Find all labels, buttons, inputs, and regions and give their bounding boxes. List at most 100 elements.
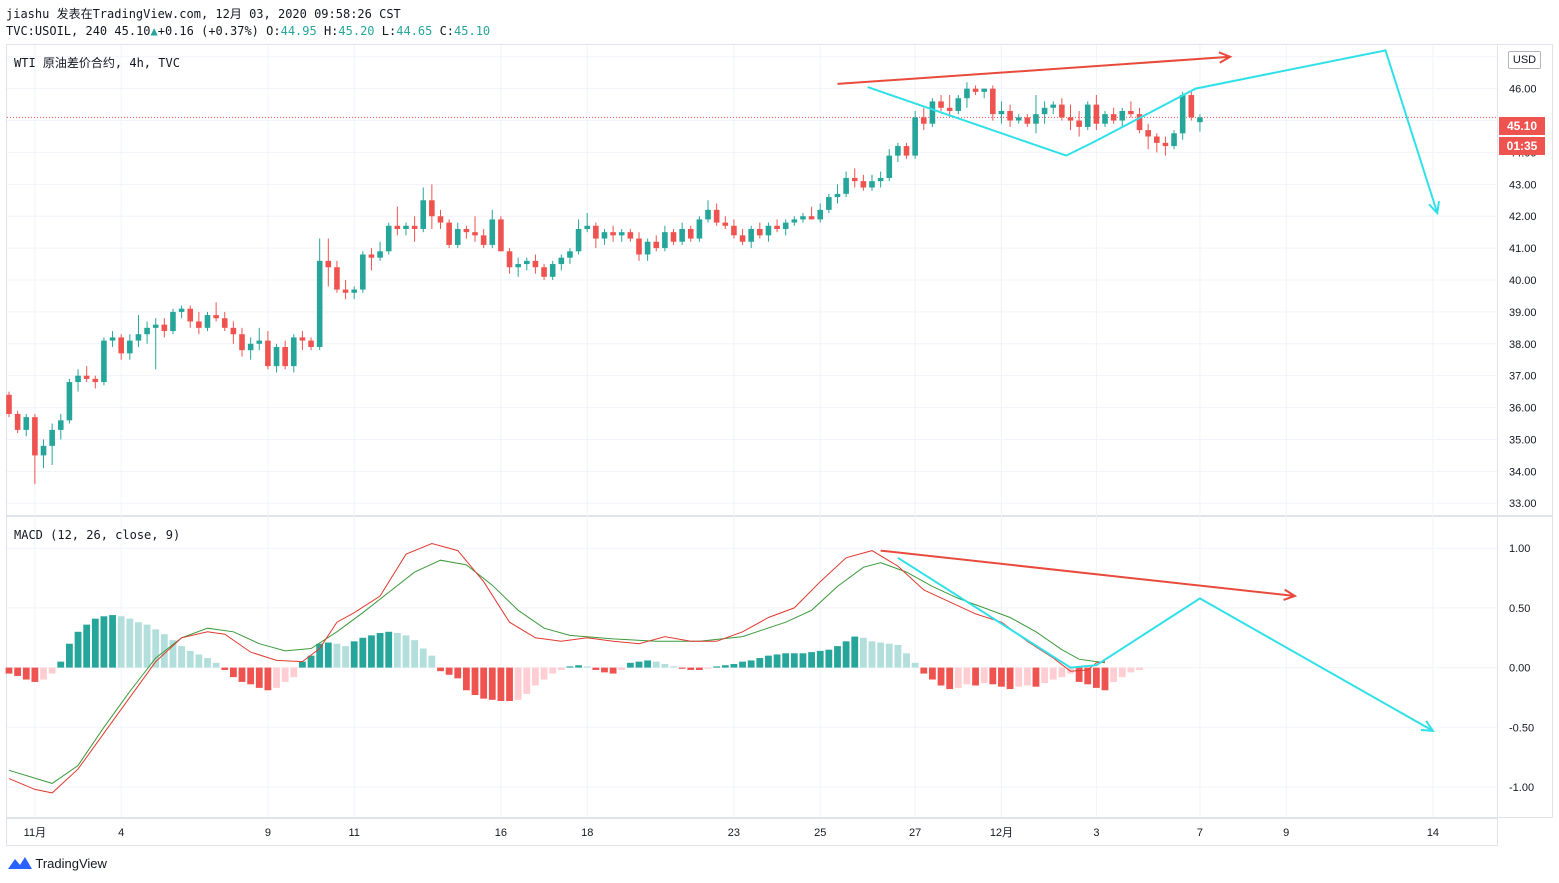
candle-body [946, 107, 953, 111]
candle-body [282, 346, 288, 367]
macd-histogram-bar [1101, 667, 1109, 691]
candle-body [489, 219, 496, 245]
price-tick-label: 33.00 [1509, 498, 1537, 510]
macd-tick-label: 0.50 [1509, 603, 1530, 615]
candle-body [1033, 114, 1039, 124]
macd-histogram-bar [368, 635, 375, 668]
candle-body [972, 88, 979, 92]
macd-histogram-bar [445, 667, 453, 675]
macd-tick-label: 0.00 [1509, 663, 1530, 675]
price-tick-label: 42.00 [1509, 211, 1537, 223]
candle-body [411, 225, 418, 229]
candle-body [377, 251, 383, 258]
candle-body [990, 88, 996, 115]
price-tick-label: 35.00 [1509, 434, 1537, 446]
candle-body [342, 289, 349, 293]
macd-histogram-bar [74, 631, 82, 668]
macd-histogram-bar [601, 667, 608, 673]
candle-body [877, 177, 884, 182]
price-tick-label: 36.00 [1509, 403, 1537, 415]
candle-body [903, 146, 910, 156]
candle-body [610, 232, 616, 236]
macd-histogram-bar [290, 667, 298, 678]
macd-histogram-bar [670, 666, 677, 668]
macd-tick-label: -1.00 [1509, 782, 1534, 794]
macd-histogram-bar [143, 624, 151, 668]
macd-scale[interactable] [1498, 516, 1553, 818]
macd-histogram-bar [359, 637, 367, 668]
price-scale[interactable] [1498, 44, 1553, 516]
macd-histogram-bar [393, 632, 401, 668]
candle-body [308, 340, 314, 347]
macd-histogram-bar [428, 655, 436, 668]
candle-body [92, 378, 99, 383]
footer-brand-label: TradingView [35, 856, 107, 871]
macd-histogram-bar [592, 667, 600, 670]
macd-histogram-bar [583, 666, 591, 668]
candle-body [1145, 130, 1151, 137]
macd-histogram-bar [1075, 667, 1083, 682]
price-tick-label: 41.00 [1509, 243, 1537, 255]
candle-body [446, 222, 452, 245]
candle-body [161, 324, 168, 332]
macd-histogram-bar [238, 667, 246, 682]
candle-body [886, 155, 893, 178]
candle-body [662, 232, 668, 249]
candle-body [1050, 104, 1057, 108]
candle-body [187, 308, 194, 322]
macd-histogram-bar [255, 667, 263, 688]
time-axis[interactable] [6, 818, 1498, 846]
candle-body [394, 225, 401, 229]
macd-histogram-bar [696, 667, 703, 670]
macd-histogram-bar [903, 653, 910, 668]
macd-histogram-bar [929, 667, 936, 680]
macd-histogram-bar [57, 661, 65, 668]
price-red-trend-arrow-head [1218, 51, 1233, 64]
candle-body [1179, 95, 1186, 134]
macd-histogram-bar [661, 664, 669, 668]
macd-histogram-bar [91, 618, 99, 668]
candle-body [541, 267, 547, 277]
macd-histogram-bar [549, 667, 557, 674]
candle-body [429, 200, 435, 217]
currency-badge[interactable]: USD [1508, 51, 1541, 69]
macd-red-trend-arrow [880, 549, 1296, 597]
candle-body [1084, 104, 1091, 127]
time-tick-label: 9 [265, 827, 271, 839]
candle-body [351, 289, 357, 293]
candle-body [567, 251, 573, 258]
macd-histogram-bar [299, 661, 306, 668]
time-tick-label: 3 [1093, 827, 1099, 839]
macd-histogram-bar [834, 646, 841, 668]
candle-body [118, 337, 124, 354]
time-tick-label: 4 [118, 827, 124, 839]
close-label: C: [439, 24, 455, 38]
macd-histogram-bar [117, 616, 125, 668]
footer-brand[interactable]: TradingView [8, 856, 107, 871]
publish-info: jiashu 发表在TradingView.com, 12月 03, 2020 … [6, 7, 401, 21]
candle-body [463, 228, 470, 233]
macd-histogram-bar [523, 667, 531, 694]
price-tick-label: 43.00 [1509, 179, 1537, 191]
candle-body [765, 225, 772, 236]
symbol-info-line: TVC:USOIL, 240 45.10▲+0.16 (+0.37%) O:44… [6, 24, 490, 38]
candle-body [420, 200, 427, 229]
macd-histogram-bar [842, 641, 850, 668]
candle-body [593, 225, 599, 239]
time-tick-label: 18 [581, 827, 593, 839]
macd-pane[interactable] [6, 516, 1498, 818]
candle-body [1162, 142, 1169, 147]
macd-histogram-bar [324, 642, 332, 668]
candle-body [826, 197, 832, 210]
macd-histogram-bar [989, 667, 997, 685]
candle-body [860, 181, 867, 188]
close-value: 45.10 [454, 24, 491, 38]
candle-body [1024, 117, 1031, 124]
candle-body [57, 420, 64, 430]
macd-histogram-bar [877, 642, 885, 668]
macd-histogram-bar [1110, 667, 1118, 682]
macd-histogram-bar [402, 635, 410, 668]
time-tick-label: 11月 [24, 827, 46, 839]
candle-body [265, 340, 271, 367]
price-pane[interactable] [6, 44, 1498, 516]
